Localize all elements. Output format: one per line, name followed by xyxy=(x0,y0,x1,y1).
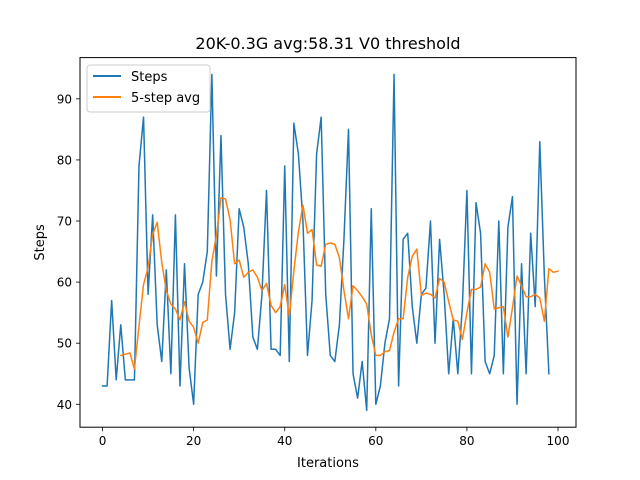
y-tick-label: 70 xyxy=(57,215,72,229)
x-axis-ticks: 0 20 40 60 80 100 xyxy=(99,427,570,448)
x-tick-label: 100 xyxy=(547,434,570,448)
x-tick-label: 0 xyxy=(99,434,107,448)
y-axis-label: Steps xyxy=(33,224,48,261)
series-line-five-step-avg xyxy=(119,197,559,370)
legend-avg-label: 5-step avg xyxy=(131,91,200,106)
legend-steps-label: Steps xyxy=(131,70,168,85)
x-tick-label: 80 xyxy=(459,434,474,448)
series-layer xyxy=(101,73,559,412)
plot-frame xyxy=(79,57,577,428)
y-tick-label: 60 xyxy=(57,276,72,290)
x-tick-label: 40 xyxy=(277,434,292,448)
y-tick-label: 40 xyxy=(57,398,72,412)
legend: Steps 5-step avg xyxy=(86,64,211,113)
y-tick-label: 50 xyxy=(57,337,72,351)
y-tick-label: 80 xyxy=(57,153,72,167)
y-tick-label: 90 xyxy=(57,92,72,106)
series-line-steps xyxy=(101,73,550,412)
chart-title: 20K-0.3G avg:58.31 V0 threshold xyxy=(195,34,460,53)
x-tick-label: 20 xyxy=(186,434,201,448)
x-axis-label: Iterations xyxy=(297,456,359,471)
x-tick-label: 60 xyxy=(368,434,383,448)
y-axis-ticks: 40 50 60 70 80 90 xyxy=(57,92,80,412)
